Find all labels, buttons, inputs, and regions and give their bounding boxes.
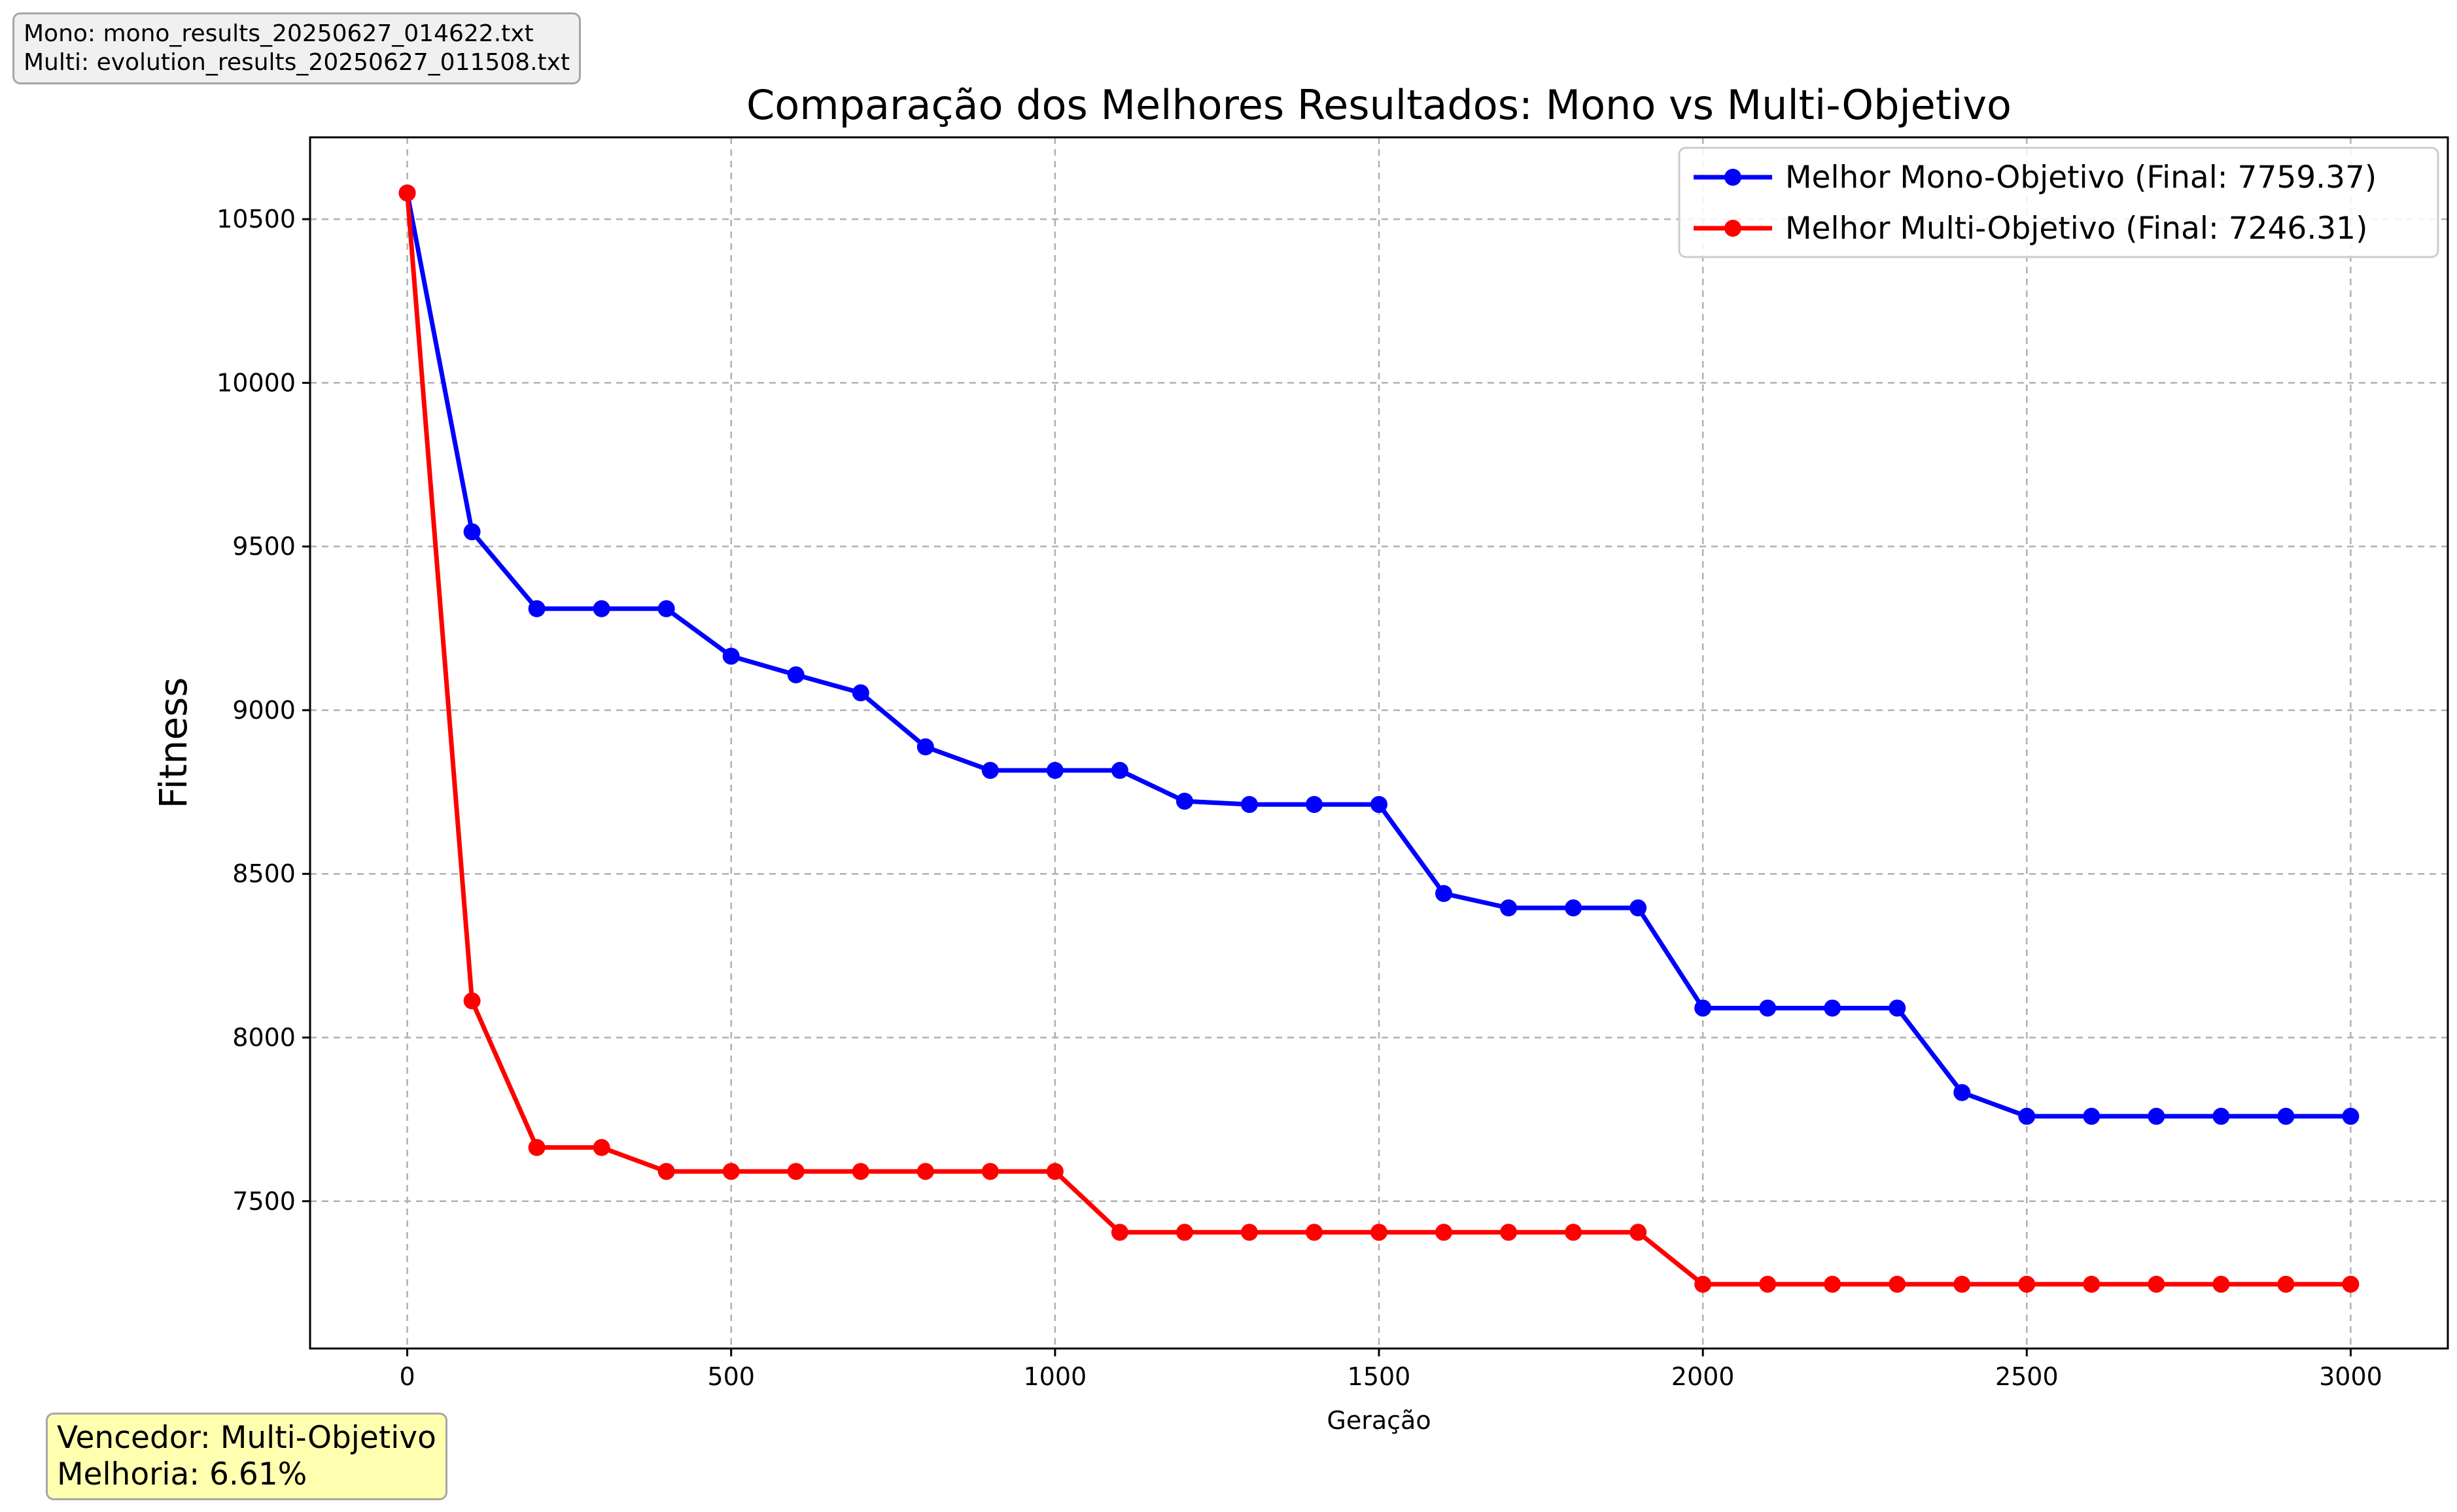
data-point-series-1 bbox=[2018, 1275, 2036, 1293]
source-files-box: Mono: mono_results_20250627_014622.txt M… bbox=[12, 12, 582, 84]
data-point-series-0 bbox=[852, 684, 869, 702]
data-point-series-0 bbox=[1305, 796, 1323, 814]
data-point-series-1 bbox=[1759, 1275, 1777, 1293]
data-point-series-1 bbox=[1176, 1224, 1193, 1241]
data-point-series-0 bbox=[1759, 999, 1777, 1017]
data-point-series-1 bbox=[2277, 1275, 2295, 1293]
data-point-series-1 bbox=[593, 1139, 610, 1156]
data-point-series-1 bbox=[1565, 1224, 1582, 1241]
x-axis-label: Geração bbox=[1327, 1406, 1431, 1435]
data-point-series-0 bbox=[722, 647, 740, 665]
x-tick-label: 2500 bbox=[1995, 1362, 2059, 1391]
data-point-series-1 bbox=[1629, 1224, 1647, 1241]
data-point-series-1 bbox=[1889, 1275, 1906, 1293]
data-point-series-0 bbox=[1046, 762, 1064, 780]
grid-lines bbox=[310, 137, 2448, 1349]
multi-file-label: Multi: evolution_results_20250627_011508… bbox=[24, 49, 570, 76]
data-point-series-0 bbox=[657, 600, 675, 617]
legend-entry-label: Melhor Mono-Objetivo (Final: 7759.37) bbox=[1785, 160, 2377, 196]
data-point-series-1 bbox=[528, 1139, 546, 1156]
legend-swatch-marker bbox=[1724, 220, 1741, 237]
x-tick-label: 3000 bbox=[2319, 1362, 2382, 1391]
data-point-series-0 bbox=[981, 762, 999, 780]
series-lines bbox=[398, 184, 2360, 1293]
chart-title: Comparação dos Melhores Resultados: Mono… bbox=[746, 81, 2012, 129]
data-point-series-1 bbox=[463, 992, 481, 1010]
data-point-series-1 bbox=[1694, 1275, 1712, 1293]
x-tick-label: 2000 bbox=[1671, 1362, 1735, 1391]
data-point-series-0 bbox=[1370, 796, 1387, 814]
winner-label: Vencedor: Multi-Objetivo bbox=[57, 1420, 436, 1456]
data-point-series-1 bbox=[2148, 1275, 2165, 1293]
data-point-series-1 bbox=[657, 1163, 675, 1180]
data-point-series-0 bbox=[1240, 796, 1258, 814]
data-point-series-1 bbox=[1240, 1224, 1258, 1241]
data-point-series-0 bbox=[787, 666, 805, 683]
data-point-series-0 bbox=[1629, 899, 1647, 917]
data-point-series-0 bbox=[2083, 1107, 2100, 1125]
data-point-series-1 bbox=[1111, 1224, 1128, 1241]
y-tick-label: 10500 bbox=[217, 205, 296, 233]
y-axis-label: Fitness bbox=[151, 678, 196, 809]
data-point-series-0 bbox=[1889, 999, 1906, 1017]
mono-file-label: Mono: mono_results_20250627_014622.txt bbox=[24, 20, 534, 47]
data-point-series-1 bbox=[2342, 1275, 2360, 1293]
data-point-series-0 bbox=[1176, 793, 1193, 810]
data-point-series-1 bbox=[1305, 1224, 1323, 1241]
data-point-series-0 bbox=[2277, 1107, 2295, 1125]
legend-entry-label: Melhor Multi-Objetivo (Final: 7246.31) bbox=[1785, 211, 2367, 247]
y-tick-label: 10000 bbox=[217, 368, 296, 397]
data-point-series-1 bbox=[1046, 1163, 1064, 1180]
y-tick-label: 7500 bbox=[232, 1187, 296, 1216]
x-tick-label: 1000 bbox=[1023, 1362, 1087, 1391]
data-point-series-1 bbox=[1435, 1224, 1453, 1241]
legend-swatch-marker bbox=[1724, 169, 1741, 186]
data-point-series-0 bbox=[2212, 1107, 2230, 1125]
data-point-series-0 bbox=[1824, 999, 1841, 1017]
data-point-series-0 bbox=[916, 738, 934, 756]
improvement-label: Melhoria: 6.61% bbox=[57, 1456, 307, 1492]
data-point-series-1 bbox=[1953, 1275, 1971, 1293]
y-tick-label: 8000 bbox=[232, 1023, 296, 1052]
x-tick-label: 500 bbox=[707, 1362, 755, 1391]
data-point-series-0 bbox=[528, 600, 546, 617]
data-point-series-0 bbox=[2342, 1107, 2360, 1125]
data-point-series-0 bbox=[1953, 1084, 1971, 1101]
axes: 0 500 1000 1500 2000 2500 3000 7500 8000 8500 9000… bbox=[217, 205, 2382, 1391]
legend: Melhor Mono-Objetivo (Final: 7759.37) Mel… bbox=[1678, 146, 2439, 258]
data-point-series-1 bbox=[722, 1163, 740, 1180]
data-point-series-0 bbox=[2018, 1107, 2036, 1125]
data-point-series-1 bbox=[2212, 1275, 2230, 1293]
data-point-series-1 bbox=[916, 1163, 934, 1180]
data-point-series-0 bbox=[1500, 899, 1518, 917]
data-point-series-1 bbox=[1824, 1275, 1841, 1293]
data-point-series-1 bbox=[398, 184, 416, 202]
data-point-series-0 bbox=[1435, 885, 1453, 902]
y-tick-label: 8500 bbox=[232, 859, 296, 888]
y-tick-label: 9500 bbox=[232, 532, 296, 561]
x-tick-label: 0 bbox=[399, 1362, 415, 1391]
data-point-series-1 bbox=[1370, 1224, 1387, 1241]
data-point-series-0 bbox=[1565, 899, 1582, 917]
data-point-series-0 bbox=[1111, 762, 1128, 780]
data-point-series-1 bbox=[2083, 1275, 2100, 1293]
data-point-series-1 bbox=[1500, 1224, 1518, 1241]
y-tick-label: 9000 bbox=[232, 696, 296, 725]
x-tick-label: 1500 bbox=[1348, 1362, 1411, 1391]
data-point-series-0 bbox=[1694, 999, 1712, 1017]
data-point-series-1 bbox=[852, 1163, 869, 1180]
legend-box bbox=[1678, 146, 2439, 258]
data-point-series-1 bbox=[981, 1163, 999, 1180]
data-point-series-0 bbox=[463, 523, 481, 541]
data-point-series-0 bbox=[2148, 1107, 2165, 1125]
winner-summary-box: Vencedor: Multi-Objetivo Melhoria: 6.61% bbox=[46, 1413, 447, 1500]
data-point-series-0 bbox=[593, 600, 610, 617]
data-point-series-1 bbox=[787, 1163, 805, 1180]
